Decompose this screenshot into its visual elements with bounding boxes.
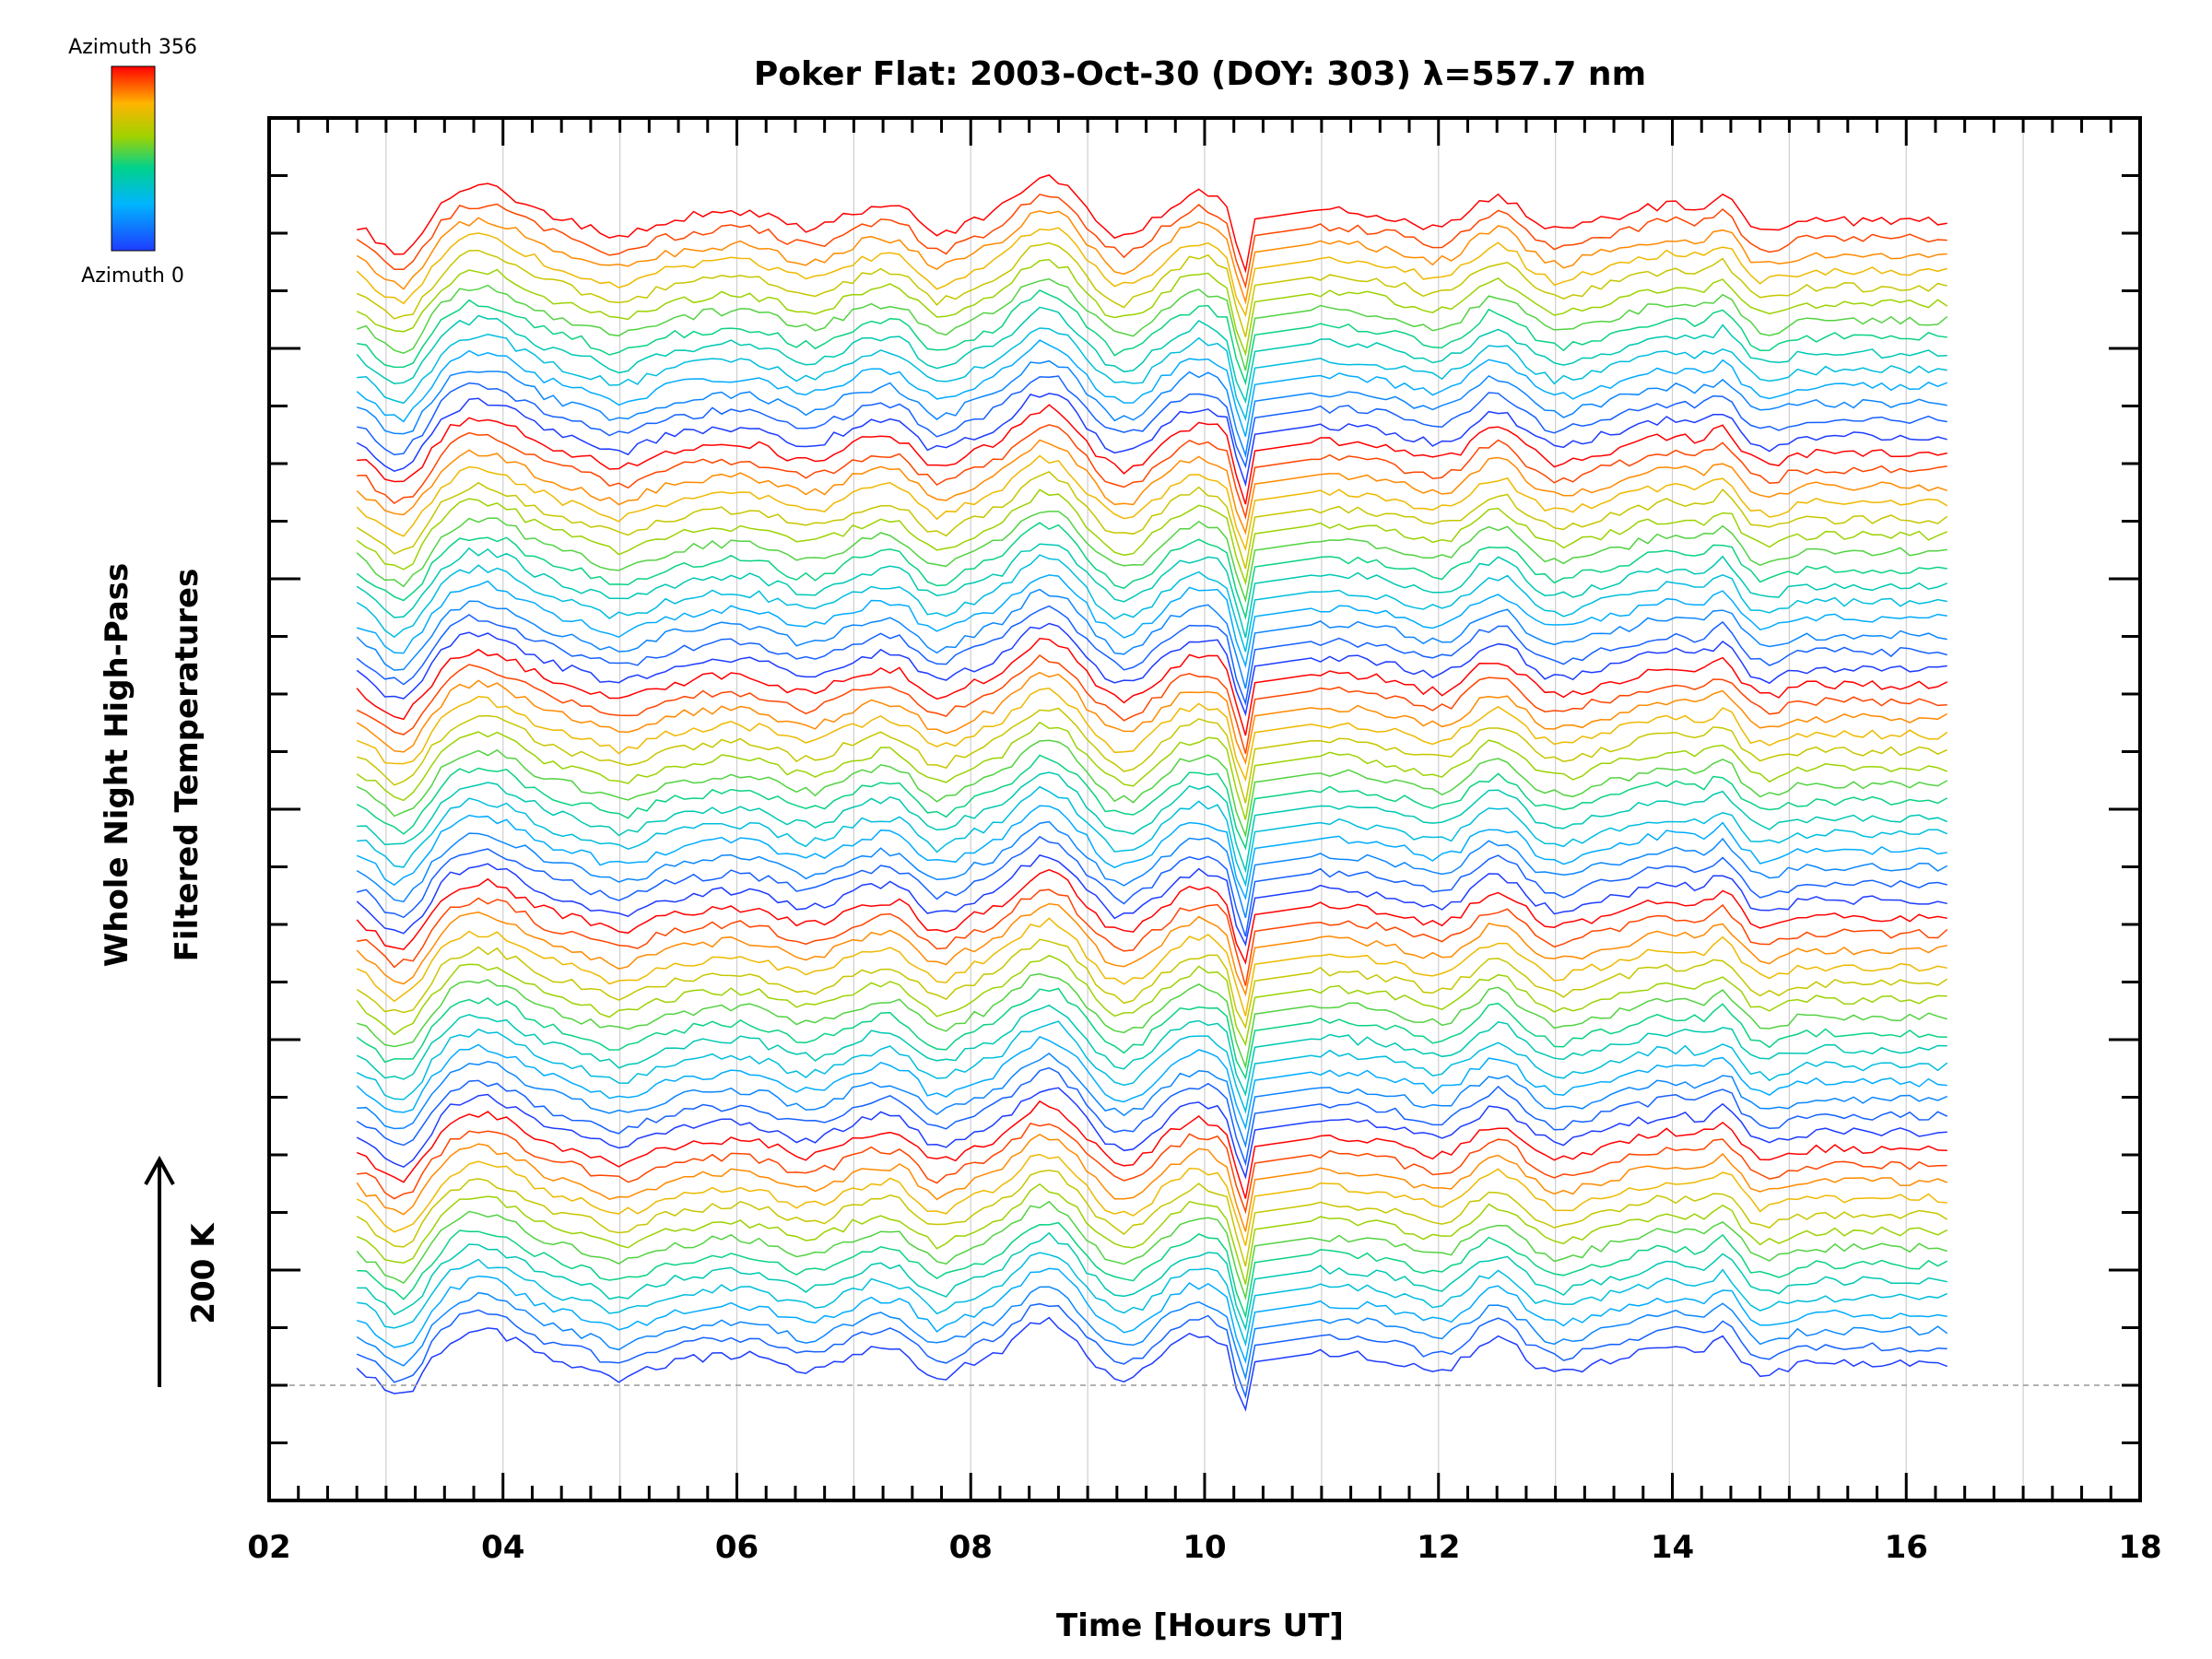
series-line: [356, 241, 1947, 337]
series-line: [356, 393, 1947, 488]
x-tick-label: 16: [1885, 1529, 1928, 1566]
x-tick-label: 10: [1182, 1529, 1226, 1566]
series-line: [357, 1221, 1948, 1320]
series-line: [356, 868, 1947, 965]
series-line: [356, 1316, 1947, 1412]
series-line: [356, 1035, 1947, 1131]
series-line: [357, 1231, 1947, 1332]
series-line: [356, 1302, 1947, 1399]
series-line: [356, 1066, 1948, 1167]
series-line: [357, 327, 1947, 421]
series-line: [356, 194, 1947, 289]
y-axis-label-line2: Filtered Temperatures: [169, 569, 206, 962]
series-line: [356, 972, 1947, 1070]
series-line: [356, 1087, 1947, 1180]
x-tick-label: 06: [715, 1529, 759, 1566]
x-tick-label: 02: [247, 1529, 290, 1566]
x-tick-label: 08: [949, 1529, 993, 1566]
series-line: [356, 277, 1948, 371]
series-line: [357, 424, 1947, 520]
series-line: [357, 375, 1947, 469]
series-line: [356, 987, 1947, 1080]
series-line: [356, 671, 1948, 766]
axis-ticks: [267, 116, 2142, 1502]
series-line: [356, 227, 1947, 318]
series-line: [356, 511, 1947, 604]
series-line: [357, 404, 1947, 505]
series-line: [356, 854, 1947, 947]
series-line: [356, 359, 1947, 458]
series-line: [356, 574, 1947, 669]
colorbar-gradient: [111, 65, 156, 252]
series-line: [356, 522, 1947, 620]
series-line: [356, 1182, 1948, 1285]
colorbar: Azimuth 356 Azimuth 0: [68, 36, 197, 288]
colorbar-top-label: Azimuth 356: [68, 36, 197, 59]
series-group: [356, 174, 1948, 1412]
series-line: [356, 554, 1947, 653]
series-line: [356, 605, 1947, 706]
series-line: [357, 888, 1948, 986]
series-line: [356, 1004, 1947, 1097]
grid-lines: [385, 118, 2024, 1500]
series-line: [356, 1267, 1947, 1364]
series-line: [356, 622, 1947, 717]
series-line: [356, 688, 1948, 782]
series-line: [356, 1134, 1947, 1232]
series-line: [357, 1252, 1948, 1347]
series-line: [356, 471, 1948, 570]
series-line: [356, 1170, 1948, 1267]
series-line: [356, 938, 1948, 1030]
series-line: [357, 1123, 1947, 1215]
series-line: [356, 488, 1947, 586]
series-line: [356, 588, 1947, 689]
series-line: [356, 739, 1948, 839]
series-line: [356, 210, 1947, 305]
series-line: [356, 543, 1947, 639]
series-line: [357, 174, 1947, 274]
series-line: [356, 638, 1948, 736]
series-line: [356, 1020, 1948, 1114]
x-tick-label: 12: [1417, 1529, 1460, 1566]
series-line: [356, 339, 1947, 437]
series-line: [357, 785, 1947, 888]
series-line: [356, 1100, 1947, 1199]
scale-label: 200 K: [185, 1222, 222, 1324]
colorbar-bottom-label: Azimuth 0: [81, 265, 184, 288]
series-line: [357, 1052, 1947, 1148]
chart-title: Poker Flat: 2003-Oct-30 (DOY: 303) λ=557…: [754, 55, 1646, 93]
series-line: [356, 917, 1947, 1017]
series-line: [356, 306, 1947, 405]
series-line: [356, 1286, 1948, 1381]
series-line: [356, 954, 1947, 1047]
scale-arrow: [144, 1155, 175, 1387]
x-tick-label: 18: [2118, 1529, 2161, 1566]
x-tick-label: 14: [1651, 1529, 1694, 1566]
series-line: [356, 805, 1947, 900]
series-line: [356, 654, 1947, 754]
series-line: [357, 835, 1947, 937]
series-line: [356, 707, 1948, 804]
x-tick-labels: 02 04 06 08 10 12 14 16 18: [247, 1529, 2161, 1566]
series-line: [356, 721, 1947, 820]
x-tick-label: 04: [481, 1529, 524, 1566]
series-line: [356, 820, 1948, 919]
y-axis-label-line1: Whole Night High-Pass: [99, 563, 135, 968]
series-line: [356, 1153, 1947, 1246]
series-line: [356, 454, 1948, 552]
series-line: [356, 1200, 1947, 1301]
series-line: [357, 288, 1947, 386]
series-line: [356, 439, 1947, 535]
series-line: [356, 754, 1948, 851]
series-line: [357, 771, 1947, 874]
x-axis-label: Time [Hours UT]: [1056, 1607, 1344, 1644]
series-line: [356, 902, 1947, 997]
series-line: [356, 258, 1948, 357]
